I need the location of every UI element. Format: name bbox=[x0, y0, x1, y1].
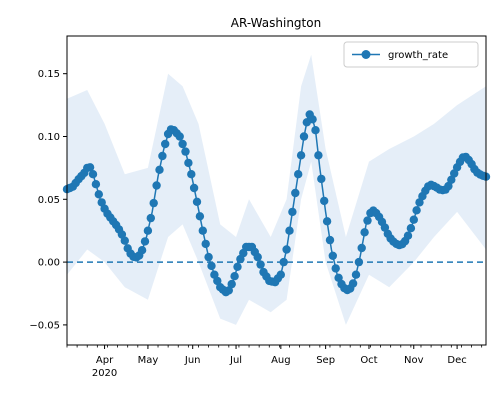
y-tick-label: 0.00 bbox=[38, 258, 60, 269]
legend-marker-swatch bbox=[361, 50, 371, 59]
growth-rate-point bbox=[276, 270, 285, 279]
growth-rate-point bbox=[406, 224, 416, 233]
growth-rate-point bbox=[137, 246, 147, 255]
chart-title: AR-Washington bbox=[231, 16, 321, 30]
growth-rate-point bbox=[178, 139, 187, 149]
growth-rate-point bbox=[444, 181, 453, 191]
growth-rate-point bbox=[296, 151, 306, 160]
growth-rate-point bbox=[299, 132, 309, 141]
x-tick-label: Oct bbox=[360, 355, 377, 366]
plot-frame bbox=[66, 35, 487, 346]
x-tick-label: May bbox=[138, 355, 159, 366]
growth-rate-point bbox=[334, 273, 343, 282]
growth-rate-point bbox=[97, 198, 106, 207]
growth-rate-point bbox=[331, 264, 340, 273]
growth-rate-point bbox=[279, 257, 288, 267]
y-tick-label: −0.05 bbox=[29, 320, 60, 331]
y-axis: −0.05 0.00 0.05 0.10 0.15 bbox=[29, 69, 67, 331]
growth-rate-point bbox=[175, 132, 184, 141]
growth-rate-point bbox=[120, 236, 129, 245]
growth-rate-point bbox=[140, 237, 150, 246]
growth-rate-point bbox=[412, 206, 421, 215]
growth-rate-point bbox=[357, 243, 366, 253]
x-tick-label: Jul bbox=[229, 355, 242, 366]
growth-rate-point bbox=[256, 260, 265, 269]
growth-rate-point bbox=[195, 212, 205, 221]
legend-label-growth-rate: growth_rate bbox=[388, 50, 448, 61]
growth-rate-point bbox=[207, 261, 216, 271]
growth-rate-point bbox=[187, 170, 196, 179]
growth-rate-series-layer bbox=[62, 110, 491, 297]
x-tick-label: Dec bbox=[447, 355, 466, 366]
x-tick-label: Jun bbox=[184, 355, 201, 366]
x-tick-label: Nov bbox=[404, 355, 424, 366]
growth-rate-point bbox=[201, 239, 210, 249]
growth-rate-point bbox=[308, 115, 317, 124]
growth-rate-point bbox=[320, 196, 329, 206]
growth-rate-point bbox=[181, 147, 190, 156]
growth-rate-point bbox=[224, 286, 233, 295]
growth-rate-point bbox=[94, 190, 104, 199]
growth-rate-point bbox=[143, 226, 153, 235]
growth-rate-point bbox=[351, 270, 361, 279]
growth-rate-point bbox=[285, 226, 294, 235]
growth-rate-point bbox=[282, 245, 291, 254]
growth-rate-point bbox=[348, 279, 358, 288]
growth-rate-point bbox=[152, 181, 161, 190]
growth-rate-point bbox=[161, 139, 170, 149]
growth-rate-point bbox=[288, 207, 297, 217]
growth-rate-point bbox=[189, 183, 199, 193]
growth-rate-point bbox=[311, 126, 320, 135]
growth-rate-point bbox=[360, 228, 369, 237]
x-tick-label: Aug bbox=[271, 355, 291, 366]
growth-rate-point bbox=[363, 216, 372, 225]
growth-rate-point bbox=[85, 163, 95, 172]
x-tick-label: Apr bbox=[96, 355, 114, 366]
growth-rate-point bbox=[88, 170, 98, 179]
x-tick-label: Sep bbox=[316, 355, 335, 366]
growth-rate-point bbox=[192, 197, 202, 206]
growth-rate-point bbox=[354, 257, 364, 267]
legend: growth_rate bbox=[343, 41, 479, 68]
growth-rate-point bbox=[198, 226, 207, 235]
growth-rate-point bbox=[325, 235, 335, 245]
growth-rate-point bbox=[447, 175, 456, 184]
growth-rate-point bbox=[409, 215, 418, 224]
growth-rate-point bbox=[227, 279, 236, 289]
growth-rate-point bbox=[322, 217, 332, 226]
growth-rate-point bbox=[230, 272, 239, 281]
y-tick-label: 0.15 bbox=[38, 69, 60, 80]
legend-box bbox=[343, 41, 479, 68]
growth-rate-point bbox=[146, 213, 155, 223]
growth-rate-point bbox=[328, 251, 337, 260]
growth-rate-point bbox=[204, 252, 213, 262]
growth-rate-point bbox=[184, 158, 193, 168]
growth-rate-point bbox=[314, 151, 323, 160]
growth-rate-point bbox=[91, 180, 101, 189]
x-axis: Apr 2020 May Jun Jul Aug Sep Oct Nov Dec bbox=[66, 345, 483, 379]
y-tick-label: 0.05 bbox=[38, 195, 60, 206]
growth-rate-point bbox=[149, 198, 158, 208]
growth-rate-point bbox=[294, 170, 303, 179]
growth-rate-point bbox=[253, 252, 262, 262]
growth-rate-point bbox=[213, 276, 222, 286]
confidence-band bbox=[67, 54, 486, 325]
x-tick-year-label: 2020 bbox=[92, 368, 117, 379]
growth-rate-point bbox=[158, 151, 167, 161]
growth-rate-point bbox=[403, 231, 413, 240]
growth-rate-point bbox=[291, 188, 300, 198]
confidence-band-layer bbox=[67, 54, 486, 325]
growth-rate-point bbox=[317, 174, 326, 184]
growth-rate-point bbox=[233, 262, 242, 271]
y-tick-label: 0.10 bbox=[38, 132, 60, 143]
growth-rate-point bbox=[155, 165, 164, 174]
